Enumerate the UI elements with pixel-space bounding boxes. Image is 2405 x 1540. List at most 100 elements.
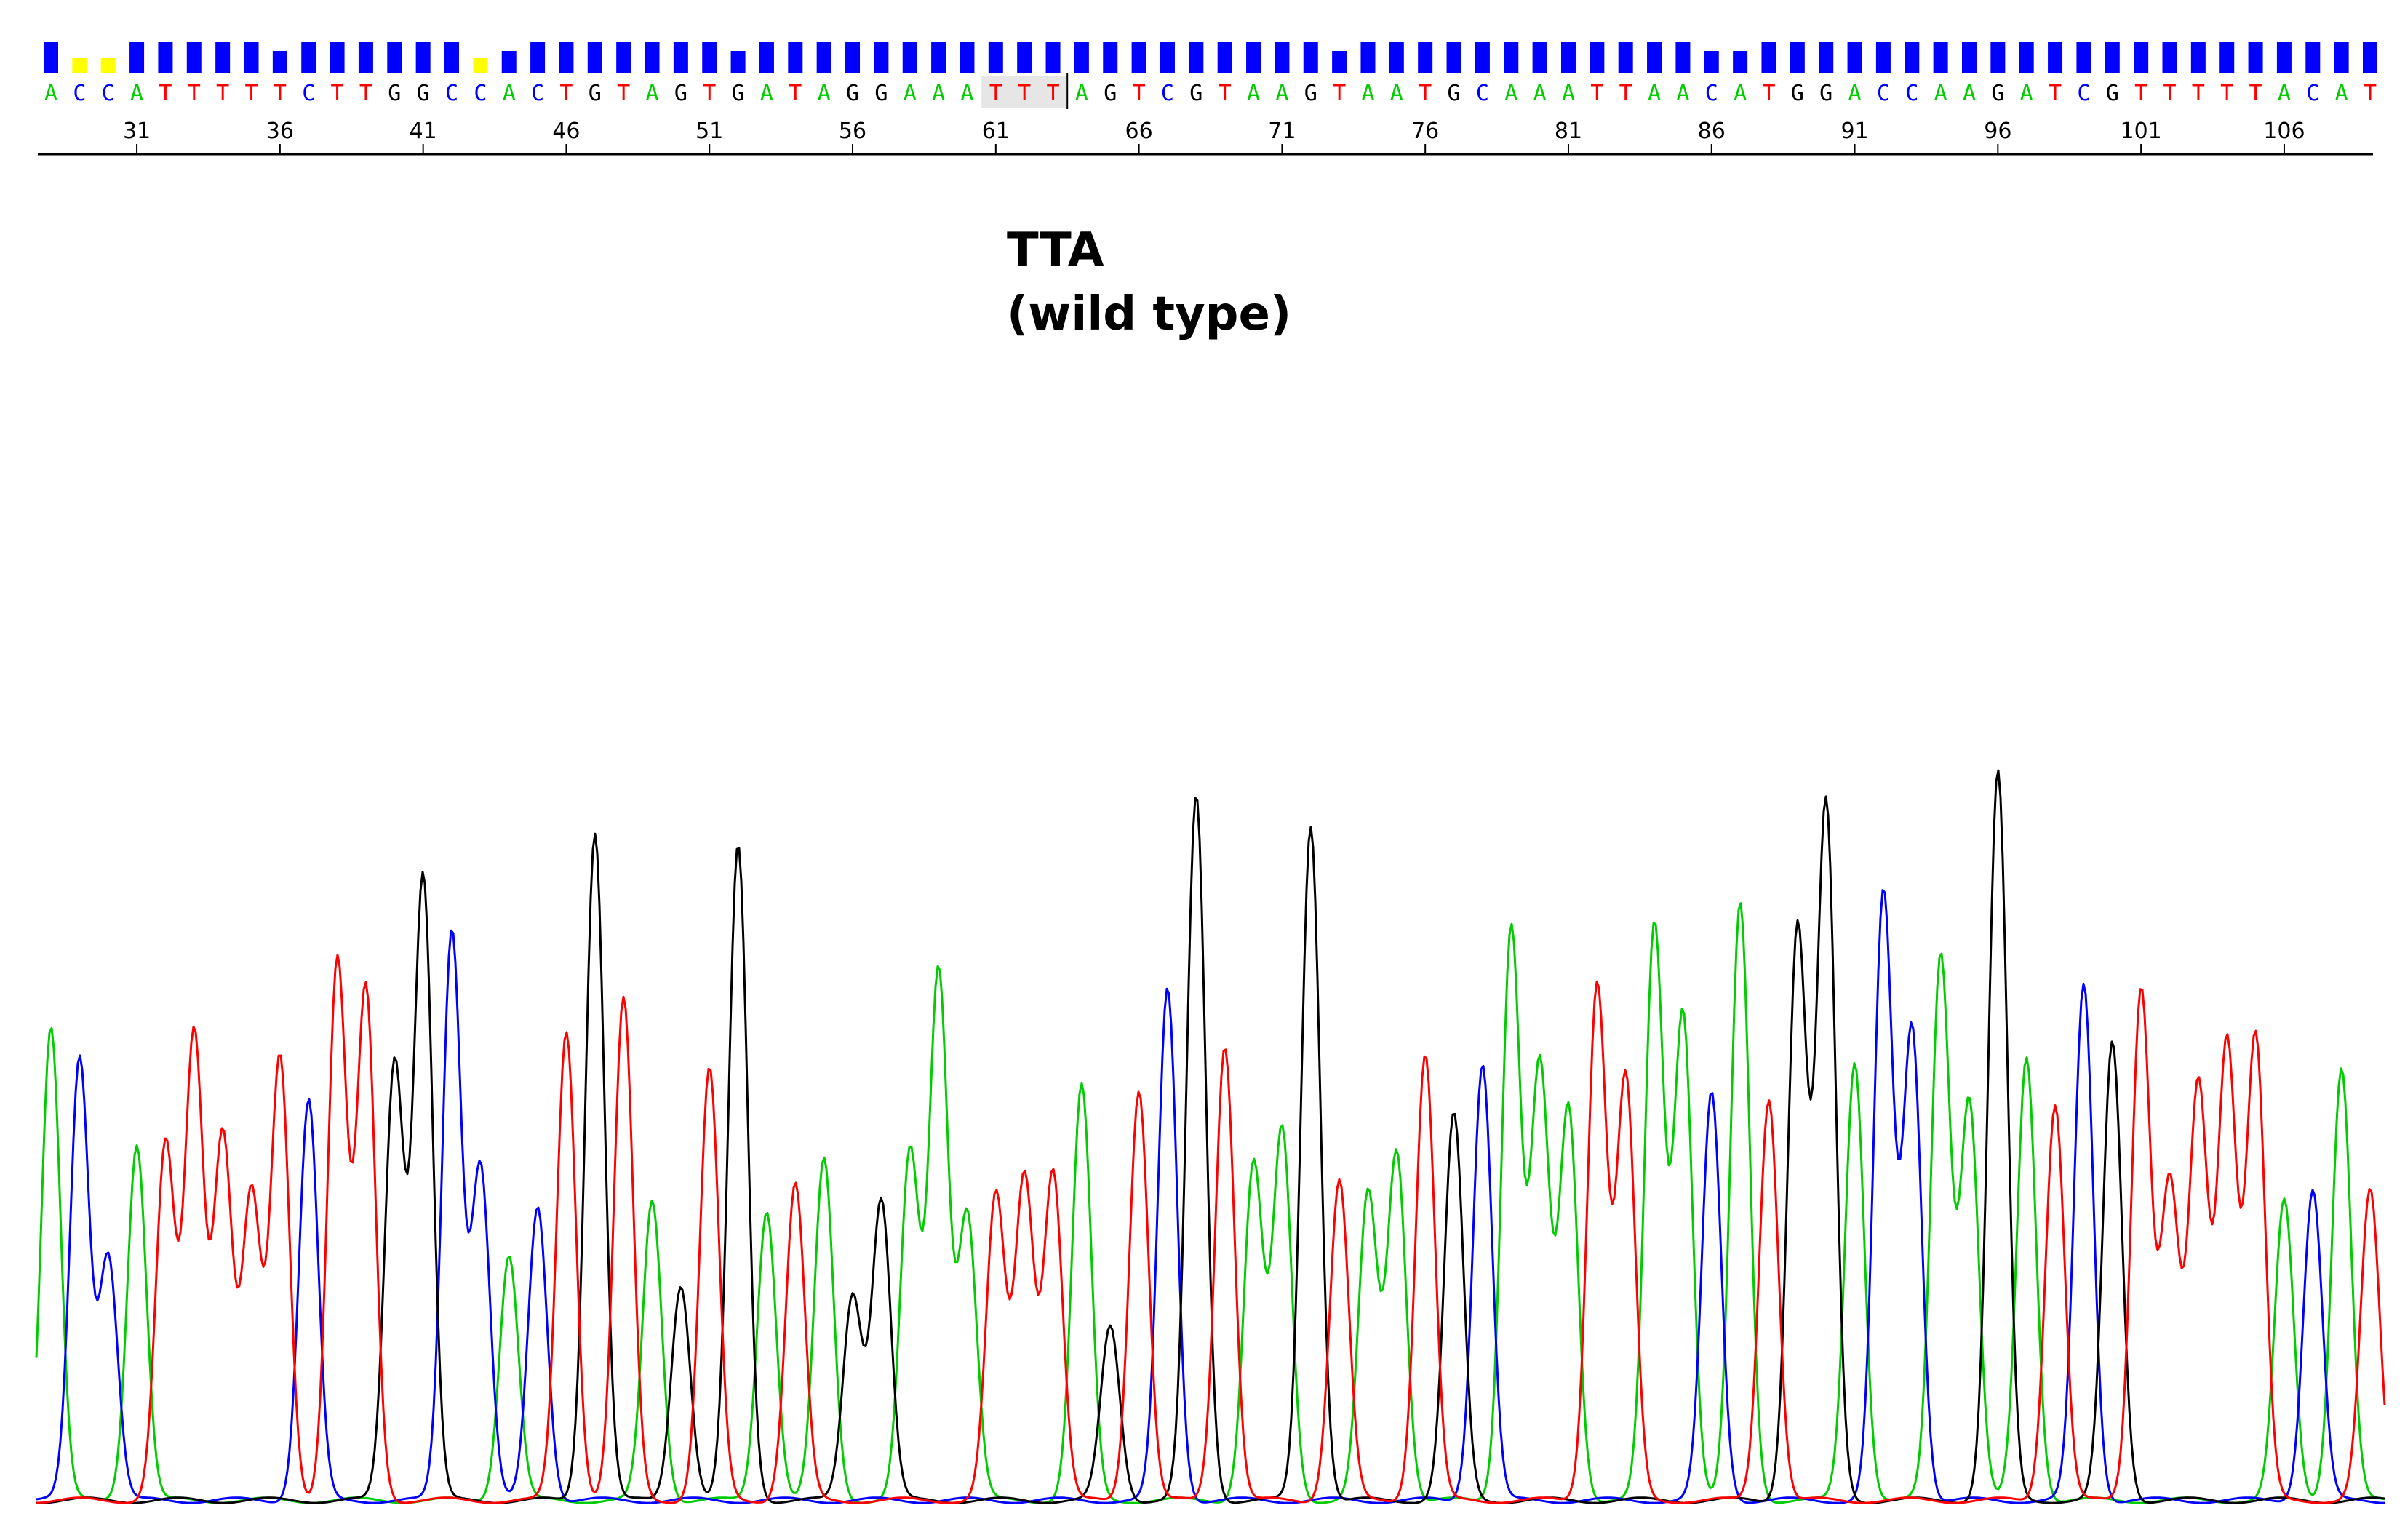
quality-bar-65 bbox=[1103, 42, 1118, 73]
base-call-31: A bbox=[130, 81, 143, 106]
quality-bar-75 bbox=[1389, 42, 1404, 73]
base-call-102: T bbox=[2163, 81, 2176, 106]
base-call-64: A bbox=[1075, 81, 1088, 106]
base-call-93: C bbox=[1905, 81, 1918, 106]
base-call-33: T bbox=[188, 81, 201, 106]
quality-bar-87 bbox=[1733, 51, 1748, 73]
quality-bar-79 bbox=[1504, 42, 1519, 73]
quality-bar-96 bbox=[1990, 42, 2006, 73]
callout-codon: TTA bbox=[1007, 223, 1104, 277]
base-call-45: C bbox=[531, 81, 544, 106]
quality-bar-72 bbox=[1303, 42, 1318, 73]
quality-bar-38 bbox=[330, 42, 345, 73]
base-call-108: A bbox=[2335, 81, 2348, 106]
quality-bar-102 bbox=[2162, 42, 2177, 73]
quality-bar-35 bbox=[244, 42, 259, 73]
base-call-70: A bbox=[1247, 81, 1260, 106]
codon-highlight-box bbox=[981, 76, 1068, 108]
quality-bar-90 bbox=[1819, 42, 1834, 73]
tick-label-86: 86 bbox=[1698, 119, 1726, 144]
base-call-41: G bbox=[417, 81, 430, 106]
quality-bar-34 bbox=[215, 42, 231, 73]
quality-bar-66 bbox=[1131, 42, 1146, 73]
quality-bar-49 bbox=[645, 42, 660, 73]
callout-label: (wild type) bbox=[1007, 287, 1292, 341]
quality-bar-54 bbox=[788, 42, 803, 73]
base-call-99: C bbox=[2077, 81, 2090, 106]
base-call-44: A bbox=[503, 81, 516, 106]
quality-bar-103 bbox=[2190, 42, 2206, 73]
tick-label-66: 66 bbox=[1125, 119, 1153, 144]
base-call-82: T bbox=[1590, 81, 1603, 106]
base-call-34: T bbox=[216, 81, 229, 106]
quality-bar-95 bbox=[1961, 42, 1977, 73]
quality-bar-60 bbox=[960, 42, 975, 73]
base-call-84: A bbox=[1648, 81, 1661, 106]
base-call-66: T bbox=[1133, 81, 1146, 106]
quality-bar-41 bbox=[415, 42, 431, 73]
quality-bar-53 bbox=[759, 42, 774, 73]
quality-bar-59 bbox=[931, 42, 946, 73]
trace-line-C bbox=[36, 889, 2385, 1504]
trace-line-G bbox=[36, 769, 2385, 1504]
base-call-48: T bbox=[617, 81, 630, 106]
quality-bar-28 bbox=[44, 42, 58, 73]
base-call-97: A bbox=[2020, 81, 2033, 106]
quality-bar-32 bbox=[158, 42, 173, 73]
base-call-65: G bbox=[1104, 81, 1117, 106]
quality-bar-74 bbox=[1360, 42, 1376, 73]
base-call-37: C bbox=[302, 81, 315, 106]
quality-bar-56 bbox=[845, 42, 861, 73]
codon-callout: TTA (wild type) bbox=[1007, 218, 1291, 346]
base-call-39: T bbox=[359, 81, 372, 106]
quality-bar-106 bbox=[2276, 42, 2292, 73]
base-call-49: A bbox=[645, 81, 658, 106]
quality-bar-107 bbox=[2305, 42, 2321, 73]
quality-bar-57 bbox=[874, 42, 889, 73]
quality-bar-84 bbox=[1647, 42, 1662, 73]
base-call-56: G bbox=[846, 81, 859, 106]
quality-bar-62 bbox=[1017, 42, 1032, 73]
codon-highlight bbox=[981, 73, 1069, 109]
quality-bar-67 bbox=[1160, 42, 1175, 73]
trace-line-A bbox=[35, 902, 2385, 1504]
base-call-61: T bbox=[989, 81, 1002, 106]
base-call-88: T bbox=[1762, 81, 1775, 106]
base-call-68: G bbox=[1189, 81, 1202, 106]
base-call-77: G bbox=[1448, 81, 1461, 106]
base-call-87: A bbox=[1734, 81, 1747, 106]
base-call-59: A bbox=[932, 81, 945, 106]
quality-bar-101 bbox=[2134, 42, 2149, 73]
quality-bar-63 bbox=[1045, 42, 1061, 73]
base-call-43: C bbox=[474, 81, 487, 106]
base-call-100: G bbox=[2106, 81, 2119, 106]
base-call-78: C bbox=[1476, 81, 1489, 106]
quality-bar-43 bbox=[473, 58, 488, 73]
base-call-53: A bbox=[760, 81, 773, 106]
base-call-89: G bbox=[1791, 81, 1804, 106]
base-call-96: G bbox=[1991, 81, 2004, 106]
quality-bar-104 bbox=[2219, 42, 2235, 73]
base-call-28: A bbox=[44, 81, 57, 106]
quality-bar-83 bbox=[1618, 42, 1633, 73]
tick-label-101: 101 bbox=[2121, 119, 2162, 144]
quality-bar-44 bbox=[501, 51, 517, 73]
quality-bar-100 bbox=[2105, 42, 2120, 73]
base-call-54: T bbox=[789, 81, 802, 106]
quality-bar-70 bbox=[1246, 42, 1261, 73]
base-call-109: T bbox=[2364, 81, 2377, 106]
base-call-50: G bbox=[674, 81, 687, 106]
base-call-94: A bbox=[1934, 81, 1947, 106]
quality-bar-29 bbox=[72, 58, 87, 73]
base-call-83: T bbox=[1619, 81, 1632, 106]
base-call-81: A bbox=[1562, 81, 1575, 106]
base-call-105: T bbox=[2249, 81, 2262, 106]
quality-bar-37 bbox=[301, 42, 316, 73]
quality-bar-92 bbox=[1875, 42, 1891, 73]
quality-bar-82 bbox=[1590, 42, 1605, 73]
quality-bar-109 bbox=[2363, 42, 2377, 73]
quality-bar-45 bbox=[530, 42, 546, 73]
quality-bar-80 bbox=[1532, 42, 1547, 73]
quality-bar-97 bbox=[2019, 42, 2034, 73]
